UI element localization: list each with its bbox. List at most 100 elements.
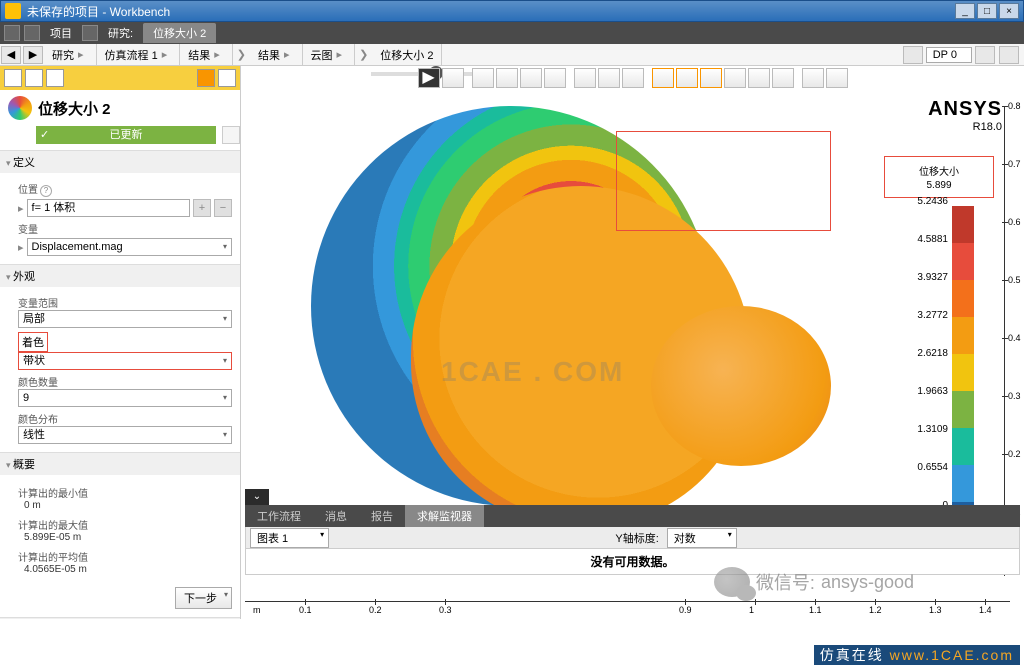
dist-select[interactable]: 线性 bbox=[18, 426, 232, 444]
viewport[interactable]: ▶ 1CAE . COM ANSYS R18.0 位移大小 5.899 bbox=[241, 66, 1024, 619]
section-definition[interactable]: 定义 bbox=[0, 150, 240, 173]
panel-title: 位移大小 2 bbox=[38, 98, 111, 119]
yaxis-label: Y轴标度: bbox=[615, 530, 658, 546]
vtb-12[interactable] bbox=[724, 68, 746, 88]
bc-tool-3[interactable] bbox=[999, 46, 1019, 64]
app-icon bbox=[5, 3, 21, 19]
bc-seg-3[interactable]: 结果▸ bbox=[250, 44, 303, 65]
vtb-4[interactable] bbox=[520, 68, 542, 88]
bc-seg-2[interactable]: 结果▸ bbox=[180, 44, 233, 65]
menu-active-tab[interactable]: 位移大小 2 bbox=[143, 23, 216, 43]
window-title: 未保存的项目 - Workbench bbox=[27, 3, 170, 20]
avg-value: 4.0565E-05 m bbox=[24, 564, 232, 575]
vtb-fit[interactable] bbox=[802, 68, 824, 88]
refresh-button[interactable] bbox=[222, 126, 240, 144]
location-input[interactable]: f= 1 体积 bbox=[27, 199, 190, 217]
bc-tool-2[interactable] bbox=[975, 46, 995, 64]
section-related[interactable]: 相关对象和任务 bbox=[0, 617, 240, 619]
range-select[interactable]: 局部 bbox=[18, 310, 232, 328]
min-value: 0 m bbox=[24, 500, 232, 511]
bottom-tab-3[interactable]: 求解监视器 bbox=[405, 505, 484, 527]
legend-header: 位移大小 5.899 bbox=[884, 156, 994, 198]
variable-select[interactable]: Displacement.mag bbox=[27, 238, 232, 256]
location-add-button[interactable]: + bbox=[193, 199, 211, 217]
section-appearance[interactable]: 外观 bbox=[0, 264, 240, 287]
count-label: 颜色数量 bbox=[18, 374, 232, 389]
bc-seg-4[interactable]: 云图▸ bbox=[303, 44, 356, 65]
properties-panel: 位移大小 2 已更新 定义 位置? ▸ f= 1 体积 + − 变量 ▸ Dis… bbox=[0, 66, 241, 619]
maximize-button[interactable]: □ bbox=[977, 3, 997, 19]
bc-seg-0[interactable]: 研究▸ bbox=[44, 44, 97, 65]
nav-fwd-button[interactable]: ▶ bbox=[23, 46, 43, 64]
bottom-tab-2[interactable]: 报告 bbox=[359, 505, 405, 527]
bottom-tab-1[interactable]: 消息 bbox=[313, 505, 359, 527]
yaxis-select[interactable]: 对数 bbox=[667, 528, 737, 548]
close-button[interactable]: × bbox=[999, 3, 1019, 19]
brand-version: R18.0 bbox=[928, 121, 1002, 133]
range-label: 变量范围 bbox=[18, 295, 232, 310]
location-remove-button[interactable]: − bbox=[214, 199, 232, 217]
vtb-zoom[interactable] bbox=[826, 68, 848, 88]
vtb-14[interactable] bbox=[772, 68, 794, 88]
breadcrumb: ◀ ▶ 研究▸ 仿真流程 1▸ 结果▸ ❯ 结果▸ 云图▸ ❯ 位移大小 2 D… bbox=[0, 44, 1024, 66]
min-label: 计算出的最小值 bbox=[18, 485, 232, 500]
vtb-9[interactable] bbox=[652, 68, 674, 88]
bc-seg-5[interactable]: 位移大小 2 bbox=[372, 44, 442, 65]
bc-chevron-icon: ❯ bbox=[233, 48, 250, 61]
play-button[interactable]: ▶ bbox=[418, 68, 440, 88]
panel-tool-more[interactable] bbox=[218, 69, 236, 87]
ruler-bottom: m0.10.20.30.911.11.21.31.4 bbox=[245, 601, 1010, 617]
panel-title-row: 位移大小 2 bbox=[0, 90, 240, 126]
menu-icon-3[interactable] bbox=[82, 25, 98, 41]
vtb-5[interactable] bbox=[544, 68, 566, 88]
dist-label: 颜色分布 bbox=[18, 411, 232, 426]
avg-label: 计算出的平均值 bbox=[18, 549, 232, 564]
vtb-6[interactable] bbox=[574, 68, 596, 88]
wechat-icon bbox=[714, 567, 750, 597]
minimize-button[interactable]: _ bbox=[955, 3, 975, 19]
bottom-tabbar: 工作流程消息报告求解监视器 bbox=[245, 505, 1020, 527]
design-point-select[interactable]: DP 0 bbox=[926, 47, 972, 63]
count-select[interactable]: 9 bbox=[18, 389, 232, 407]
footer-brand: 仿真在线 www.1CAE.com bbox=[814, 645, 1020, 665]
bc-tool-1[interactable] bbox=[903, 46, 923, 64]
max-value: 5.899E-05 m bbox=[24, 532, 232, 543]
vtb-3[interactable] bbox=[496, 68, 518, 88]
panel-tool-new[interactable] bbox=[4, 69, 22, 87]
panel-collapse-button[interactable]: ⌄ bbox=[245, 489, 269, 505]
panel-tool-copy[interactable] bbox=[25, 69, 43, 87]
brand-block: ANSYS R18.0 bbox=[928, 98, 1002, 133]
section-summary[interactable]: 概要 bbox=[0, 452, 240, 475]
menu-icon-2[interactable] bbox=[24, 25, 40, 41]
variable-label: 变量 bbox=[18, 221, 232, 236]
menubar: 项目 研究: 位移大小 2 bbox=[0, 22, 1024, 44]
annotation-box bbox=[616, 131, 831, 231]
nav-back-button[interactable]: ◀ bbox=[1, 46, 21, 64]
menu-icon-1[interactable] bbox=[4, 25, 20, 41]
panel-toolbar bbox=[0, 66, 240, 90]
menu-project[interactable]: 项目 bbox=[44, 23, 78, 43]
vtb-10[interactable] bbox=[676, 68, 698, 88]
viewport-toolbar: ▶ bbox=[418, 68, 848, 88]
bc-chevron-icon-2: ❯ bbox=[355, 48, 372, 61]
vtb-1[interactable] bbox=[442, 68, 464, 88]
vtb-2[interactable] bbox=[472, 68, 494, 88]
panel-tool-delete[interactable] bbox=[46, 69, 64, 87]
coloring-select[interactable]: 带状 bbox=[18, 352, 232, 370]
vtb-8[interactable] bbox=[622, 68, 644, 88]
legend-max: 5.899 bbox=[889, 180, 989, 191]
bc-seg-1[interactable]: 仿真流程 1▸ bbox=[97, 44, 181, 65]
next-button[interactable]: 下一步 bbox=[175, 587, 232, 609]
wechat-watermark: 微信号: ansys-good bbox=[714, 567, 914, 597]
titlebar: 未保存的项目 - Workbench _ □ × bbox=[0, 0, 1024, 22]
legend-labels: 5.24364.58813.93273.27722.62181.96631.31… bbox=[917, 196, 948, 511]
chart-select[interactable]: 图表 1 bbox=[250, 528, 329, 548]
location-label: 位置? bbox=[18, 181, 232, 197]
brand-logo: ANSYS bbox=[928, 98, 1002, 121]
vtb-11[interactable] bbox=[700, 68, 722, 88]
vtb-7[interactable] bbox=[598, 68, 620, 88]
vtb-13[interactable] bbox=[748, 68, 770, 88]
panel-tool-filter[interactable] bbox=[197, 69, 215, 87]
bottom-tab-0[interactable]: 工作流程 bbox=[245, 505, 313, 527]
legend-title: 位移大小 bbox=[889, 163, 989, 178]
